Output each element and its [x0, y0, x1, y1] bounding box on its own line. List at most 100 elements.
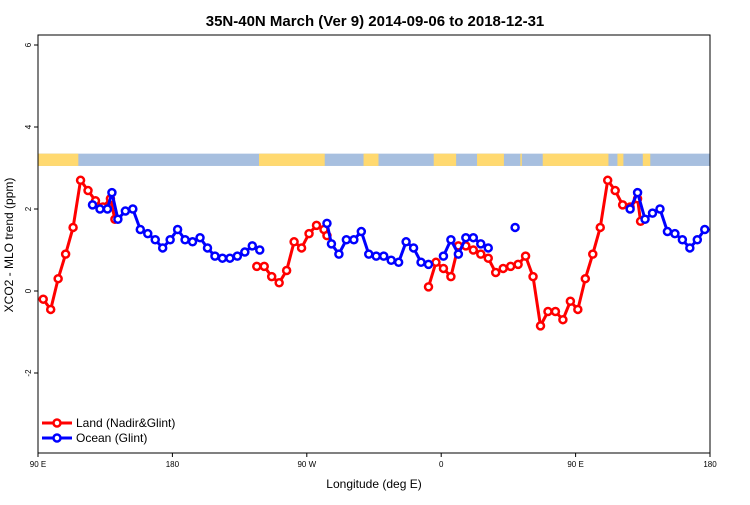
series-1-point-0 [87, 200, 98, 210]
series-1-point-55 [685, 243, 695, 253]
series-0-point-30 [483, 253, 493, 263]
series-0 [38, 175, 646, 331]
series-1-point-15 [195, 232, 205, 243]
series-1-point-56 [692, 235, 703, 245]
chart-title: 35N-40N March (Ver 9) 2014-09-06 to 2018… [206, 13, 545, 30]
x-tick-label-5: 180 [703, 460, 717, 469]
series-layer [38, 175, 710, 331]
series-0-point-0 [38, 294, 48, 304]
y-tick-label-3: 4 [24, 124, 33, 129]
series-1-point-45 [483, 243, 493, 253]
series-0-point-12 [259, 261, 269, 272]
series-0-point-14 [274, 278, 284, 288]
series-1-point-2 [102, 204, 113, 214]
series-1-point-13 [180, 235, 190, 245]
series-1-point-57 [700, 224, 710, 235]
series-0-point-15 [281, 265, 292, 276]
series-0-point-3 [60, 249, 71, 259]
series-0-point-35 [520, 251, 531, 261]
series-1-point-47 [625, 204, 635, 214]
series-0-point-19 [311, 220, 322, 231]
series-0-line-1 [256, 223, 329, 285]
series-0-point-44 [588, 249, 598, 259]
series-1-point-34 [393, 257, 404, 268]
series-1-point-17 [210, 251, 220, 261]
series-1-point-52 [662, 226, 673, 237]
series-0-point-18 [304, 228, 314, 239]
series-0-point-37 [535, 321, 546, 331]
series-0-point-34 [513, 259, 523, 270]
series-0-point-17 [296, 243, 307, 253]
land-band-segment-1 [259, 153, 325, 166]
series-1-point-9 [150, 235, 160, 245]
series-1-point-29 [356, 226, 367, 237]
series-1-point-49 [640, 214, 650, 224]
series-0-point-32 [498, 263, 508, 274]
x-tick-label-0: 90 E [30, 460, 46, 469]
series-0-point-42 [573, 304, 583, 315]
series-1-point-41 [453, 249, 464, 259]
series-0-point-36 [528, 271, 538, 282]
series-0-point-25 [446, 271, 456, 282]
series-0-point-29 [476, 249, 486, 259]
plot-frame [37, 34, 711, 454]
series-0-point-39 [550, 306, 561, 317]
x-axis-label: Longitude (deg E) [326, 477, 421, 491]
series-0-point-45 [595, 222, 605, 233]
series-1-point-3 [107, 187, 117, 198]
y-tick-label-4: 6 [24, 42, 33, 47]
land-band-segment-0 [38, 153, 79, 166]
series-0-point-43 [580, 273, 591, 284]
series-1-point-23 [255, 245, 265, 255]
series-0-point-46 [602, 175, 613, 186]
series-1-point-53 [670, 228, 680, 239]
series-1-point-8 [143, 228, 153, 239]
series-0-point-2 [53, 273, 63, 284]
series-1-point-12 [172, 224, 183, 235]
land-band-segment-6 [542, 153, 609, 166]
series-0-point-5 [75, 175, 86, 186]
series-1-point-43 [468, 232, 479, 243]
series-0-point-4 [68, 222, 78, 233]
series-0-point-16 [289, 237, 299, 247]
land-band-segment-3 [433, 153, 457, 166]
x-tick-label-2: 90 W [297, 460, 316, 469]
series-1-point-46 [510, 222, 520, 233]
x-tick-label-4: 90 E [567, 460, 583, 469]
series-1-point-27 [341, 235, 352, 245]
legend-label-0: Land (Nadir&Glint) [76, 416, 175, 430]
series-1-point-33 [386, 255, 396, 265]
y-tick-label-2: 2 [24, 206, 33, 211]
series-1-point-7 [135, 224, 146, 235]
legend: Land (Nadir&Glint)Ocean (Glint) [42, 416, 175, 445]
series-0-line-0 [42, 178, 117, 311]
series-0-point-33 [505, 261, 516, 272]
series-0-point-47 [610, 185, 620, 196]
series-1-point-20 [232, 251, 243, 261]
series-0-point-1 [45, 304, 56, 315]
series-1-point-48 [632, 187, 643, 198]
series-1-point-4 [113, 214, 123, 224]
series-0-point-38 [543, 306, 553, 317]
x-axis-ticks: 90 E 180 90 W 0 90 E 180 [30, 453, 717, 469]
series-1-point-1 [95, 204, 105, 214]
series-1-point-31 [371, 251, 381, 261]
series-1-point-39 [438, 251, 449, 261]
surface-band [38, 153, 710, 166]
series-0-point-31 [490, 267, 501, 278]
series-1-point-30 [364, 249, 374, 259]
series-1-point-37 [416, 257, 426, 268]
series-1-point-54 [677, 235, 688, 245]
land-band-segment-4 [477, 153, 504, 166]
series-1-point-38 [423, 259, 434, 270]
series-0-point-24 [438, 263, 449, 274]
series-0-point-6 [83, 185, 93, 196]
y-tick-label-0: -2 [24, 369, 33, 377]
series-1-point-42 [461, 232, 471, 243]
series-1-point-25 [326, 239, 337, 249]
series-1-point-51 [655, 204, 665, 214]
series-0-point-28 [468, 245, 479, 255]
series-1-point-19 [225, 253, 235, 263]
y-axis-label: XCO2 - MLO trend (ppm) [2, 178, 16, 313]
